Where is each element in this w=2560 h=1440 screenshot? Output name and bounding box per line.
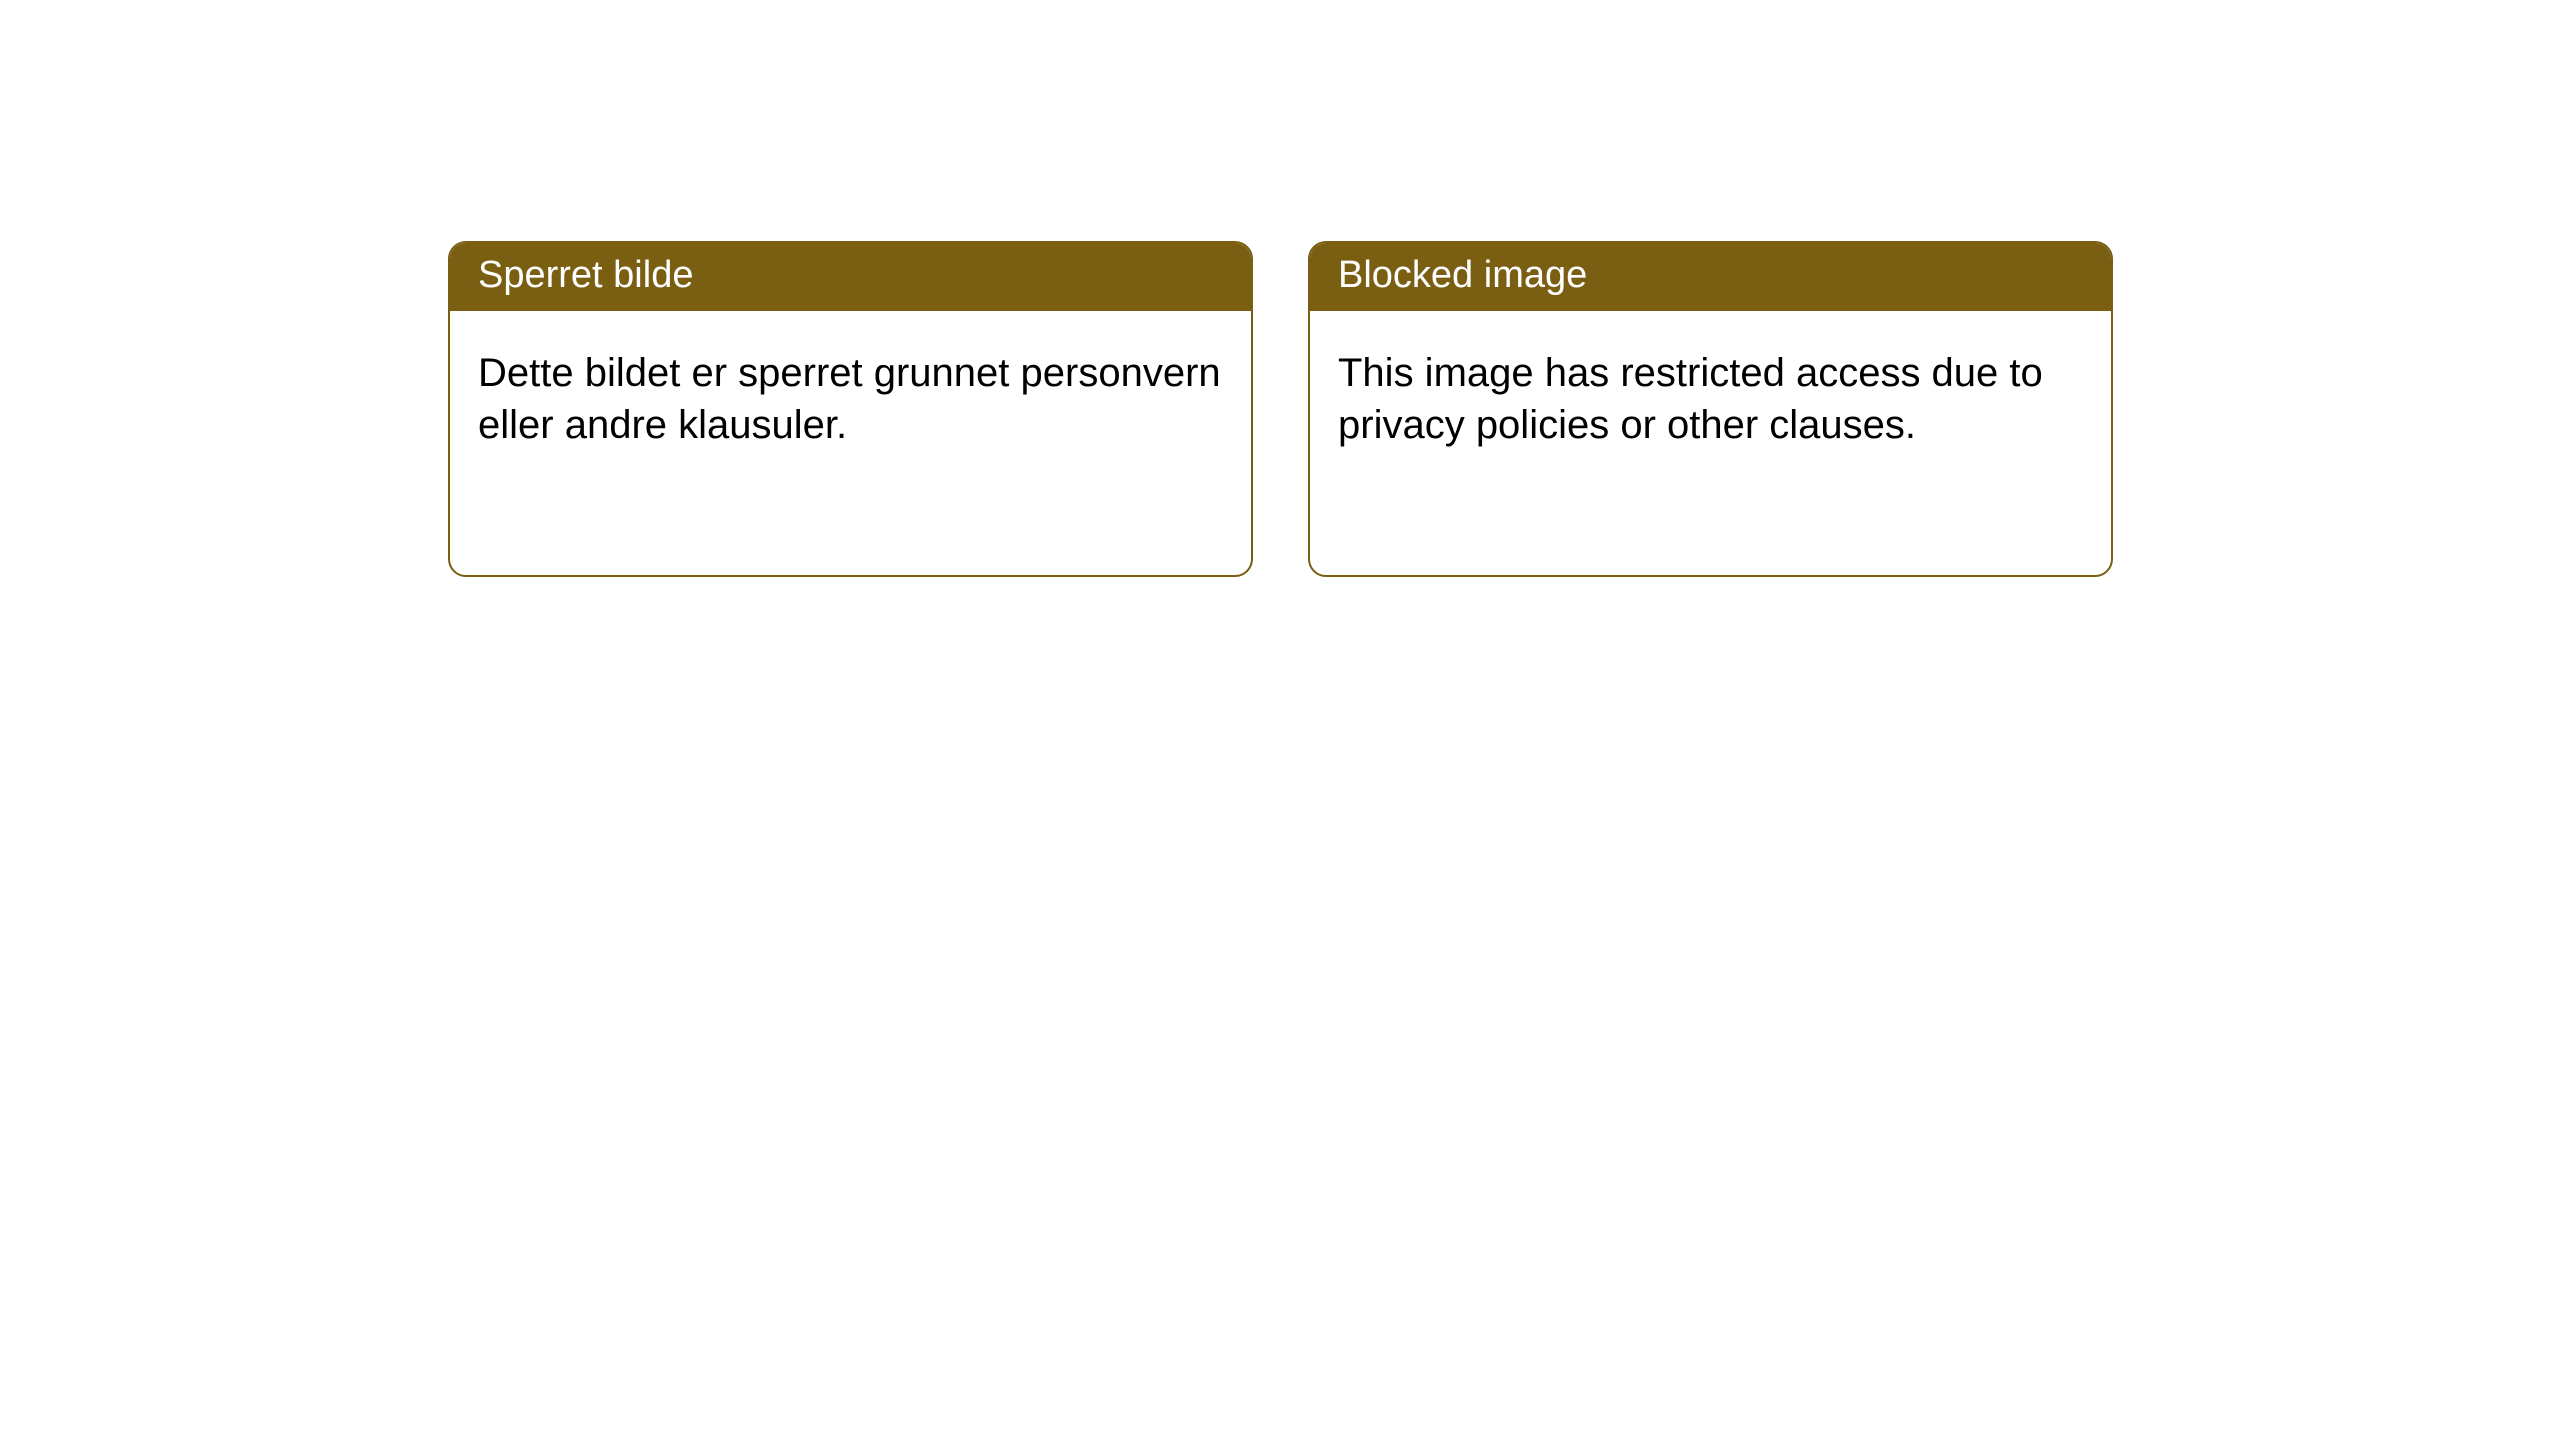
notice-body: This image has restricted access due to … — [1310, 311, 2111, 479]
notice-box-norwegian: Sperret bilde Dette bildet er sperret gr… — [448, 241, 1253, 577]
notice-container: Sperret bilde Dette bildet er sperret gr… — [448, 241, 2113, 577]
notice-header: Blocked image — [1310, 243, 2111, 311]
notice-body: Dette bildet er sperret grunnet personve… — [450, 311, 1251, 479]
notice-box-english: Blocked image This image has restricted … — [1308, 241, 2113, 577]
notice-header: Sperret bilde — [450, 243, 1251, 311]
